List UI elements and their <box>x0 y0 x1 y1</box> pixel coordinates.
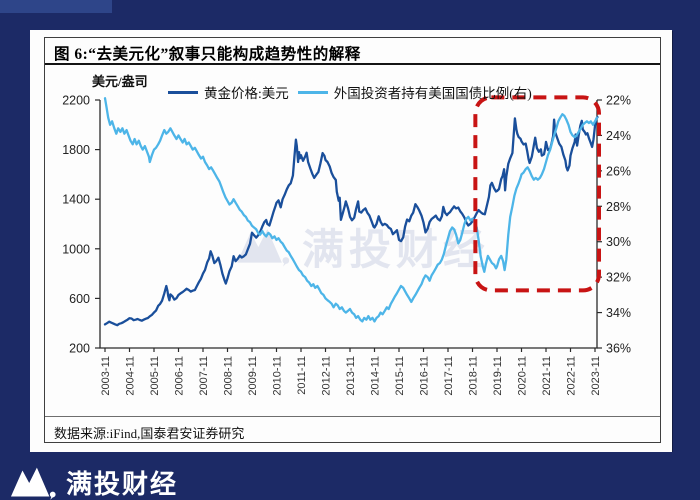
source-rule <box>45 416 660 417</box>
footer-band <box>0 452 700 500</box>
legend-item-treasury-ratio: 外国投资者持有美国国债比例(右) <box>297 82 532 102</box>
figure-title: 图 6:“去美元化”叙事只能构成趋势性的解释 <box>54 46 361 63</box>
legend-label-gold: 黄金价格:美元 <box>204 86 289 101</box>
source-note: 数据来源:iFind,国泰君安证券研究 <box>54 426 245 441</box>
title-rule <box>45 63 660 65</box>
gold-line-swatch <box>168 90 198 94</box>
footer-brand-text: 满投财经 <box>66 469 179 499</box>
footer-logo: 满投财经 <box>10 464 178 500</box>
figure-box: 图 6:“去美元化”叙事只能构成趋势性的解释 数据来源:iFind,国泰君安证券… <box>44 37 661 443</box>
ratio-line-swatch <box>297 90 328 94</box>
mountain-logo-icon <box>10 467 56 500</box>
legend-label-treasury-ratio: 外国投资者持有美国国债比例(右) <box>333 86 532 101</box>
legend-item-gold: 黄金价格:美元 <box>168 82 289 102</box>
corner-accent <box>0 0 112 13</box>
watermark-text: 满投财经 <box>302 226 491 273</box>
left-axis-unit-label: 美元/盎司 <box>92 74 148 89</box>
chart-legend: 黄金价格:美元 外国投资者持有美国国债比例(右) <box>168 82 532 102</box>
watermark: 满投财经 <box>236 216 490 277</box>
mountain-logo-icon <box>237 228 290 267</box>
